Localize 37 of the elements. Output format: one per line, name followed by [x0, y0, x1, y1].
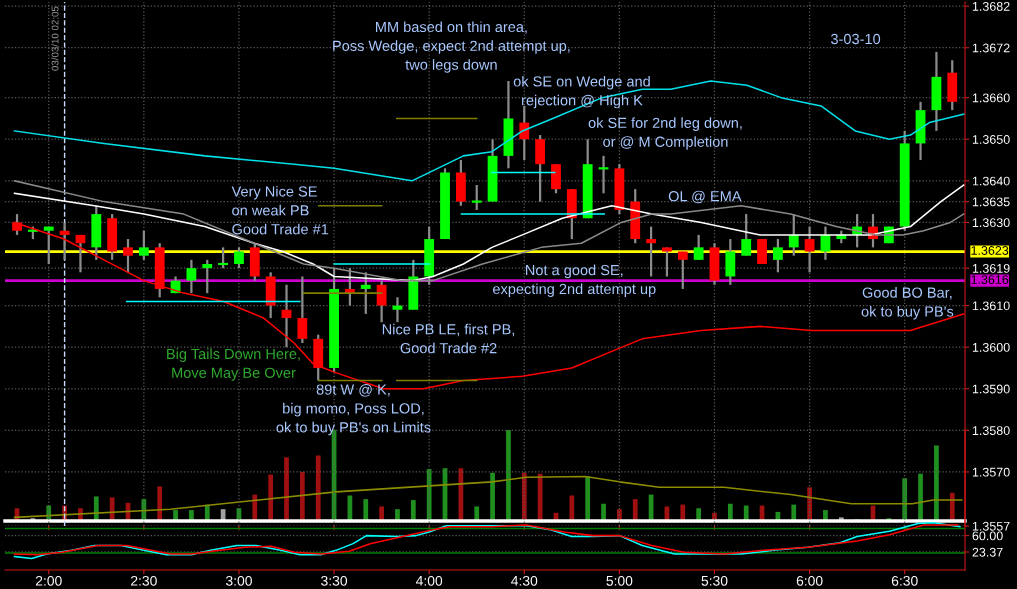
y-tick-label: 1.3640 — [972, 176, 1010, 186]
x-tick-label: 2:00 — [35, 575, 62, 586]
annotation: Very Nice SE on weak PB Good Trade #1 — [231, 185, 329, 235]
x-tick-label: 3:00 — [225, 575, 252, 586]
y-tick-label: 1.3682 — [972, 1, 1010, 11]
annotation: 3-03-10 — [830, 33, 881, 45]
y-tick-label: 1.3650 — [972, 135, 1010, 144]
x-tick-label: 5:30 — [701, 575, 728, 586]
y-tick-label: 23.37 — [972, 547, 1003, 557]
annotation: Good BO Bar, ok to buy PB's — [861, 287, 954, 320]
x-tick-label: 3:30 — [321, 575, 348, 586]
ref-line-label: 03/03/10 02:05 — [51, 6, 59, 71]
x-tick-label: 4:30 — [511, 575, 538, 586]
annotation: OL @ EMA — [668, 190, 742, 204]
y-tick-label: 1.3619 — [972, 263, 1010, 273]
y-tick-label: 1.3600 — [972, 342, 1010, 352]
annotation: Big Tails Down Here, Move May Be Over — [167, 348, 300, 381]
x-tick-label: 4:00 — [415, 575, 443, 586]
annotation: ok SE for 2nd leg down, or @ M Completion — [588, 117, 742, 150]
annotation: Not a good SE, expecting 2nd attempt up — [493, 264, 656, 297]
y-tick-label: 1.3580 — [972, 426, 1010, 435]
x-tick-label: 6:30 — [891, 575, 918, 586]
x-tick-label: 6:00 — [796, 575, 823, 586]
y-tick-label: 1.3635 — [972, 197, 1010, 207]
y-tick-label: 1.3672 — [972, 43, 1010, 53]
annotation: Nice PB LE, first PB, Good Trade #2 — [382, 323, 515, 354]
ref-line-label: 1.3616 — [971, 275, 1009, 284]
y-tick-label: 1.3660 — [972, 93, 1010, 103]
y-tick-label: 1.3610 — [972, 301, 1010, 311]
x-tick-label: 5:00 — [606, 575, 633, 586]
y-tick-label: 1.3570 — [972, 467, 1010, 477]
y-tick-label: 1.3630 — [972, 218, 1010, 228]
x-tick-label: 2:30 — [131, 575, 157, 586]
y-tick-label: 1.3590 — [972, 384, 1010, 394]
y-tick-label: 1.3557 — [972, 521, 1010, 531]
y-tick-label: 60.00 — [972, 531, 1003, 541]
ref-line-label: 1.3623 — [971, 246, 1009, 255]
